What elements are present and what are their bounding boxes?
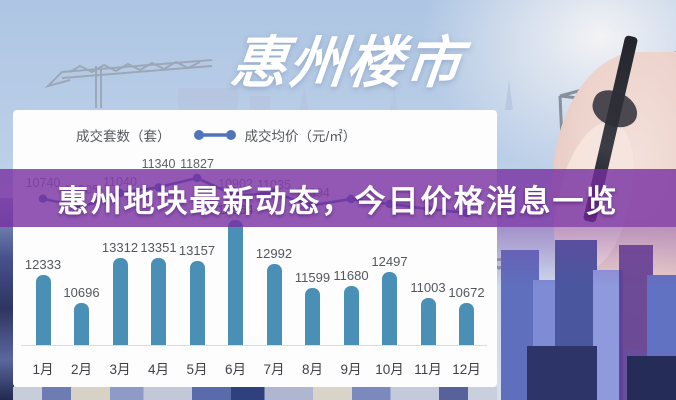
page-title: 惠州楼市 bbox=[228, 31, 467, 94]
bar-value-8月: 11599 bbox=[294, 269, 331, 285]
cityscape-bottom bbox=[13, 387, 497, 400]
line-series-label: 成交均价（元/㎡） bbox=[244, 129, 357, 144]
x-tick-3月: 3月 bbox=[109, 362, 131, 377]
bar-8月 bbox=[305, 287, 320, 345]
x-tick-9月: 9月 bbox=[340, 362, 362, 377]
x-tick-2月: 2月 bbox=[70, 362, 92, 377]
bar-value-10月: 12497 bbox=[371, 254, 408, 270]
chart-panel: 成交套数（套） 成交均价（元/㎡） 123331月10740106962月103… bbox=[13, 110, 497, 387]
x-tick-7月: 7月 bbox=[263, 362, 285, 377]
bar-value-2月: 10696 bbox=[63, 284, 100, 300]
bar-4月 bbox=[151, 257, 166, 345]
x-tick-8月: 8月 bbox=[301, 362, 323, 377]
price-label-5月: 11827 bbox=[180, 157, 214, 171]
headline-text: 惠州地块最新动态，今日价格消息一览 bbox=[57, 183, 619, 219]
bar-3月 bbox=[112, 258, 128, 345]
bar-series-label: 成交套数（套） bbox=[76, 129, 171, 144]
bar-10月 bbox=[382, 272, 397, 345]
bar-value-5月: 13157 bbox=[178, 242, 216, 258]
headline-banner: 惠州地块最新动态，今日价格消息一览 bbox=[0, 169, 676, 227]
line-series-icon bbox=[193, 130, 236, 140]
x-tick-11月: 11月 bbox=[414, 362, 442, 377]
x-tick-4月: 4月 bbox=[147, 362, 169, 377]
price-label-4月: 11340 bbox=[141, 157, 176, 172]
x-tick-1月: 1月 bbox=[32, 362, 54, 377]
x-axis-line bbox=[21, 345, 487, 346]
cityscape-left bbox=[0, 198, 14, 400]
bar-value-4月: 13351 bbox=[140, 239, 177, 255]
bar-11月 bbox=[420, 297, 436, 345]
bar-12月 bbox=[459, 303, 474, 345]
bar-5月 bbox=[189, 260, 205, 345]
price-line-series bbox=[38, 173, 471, 218]
chart-legend: 成交套数（套） 成交均价（元/㎡） bbox=[35, 126, 356, 144]
bar-2月 bbox=[74, 302, 89, 345]
bar-7月 bbox=[266, 263, 282, 345]
x-tick-6月: 6月 bbox=[224, 362, 246, 377]
bar-value-9月: 11680 bbox=[333, 268, 369, 284]
bar-value-7月: 12992 bbox=[255, 245, 293, 261]
purple-haze bbox=[497, 227, 676, 287]
x-tick-10月: 10月 bbox=[375, 362, 404, 377]
bar-9月 bbox=[343, 286, 359, 345]
bar-1月 bbox=[35, 275, 51, 345]
cityscape-right bbox=[497, 236, 676, 400]
x-tick-5月: 5月 bbox=[186, 362, 208, 377]
x-tick-12月: 12月 bbox=[452, 362, 481, 377]
bar-value-11月: 11003 bbox=[410, 279, 446, 295]
bar-value-12月: 10672 bbox=[448, 285, 485, 301]
bar-6月 bbox=[228, 219, 243, 345]
bar-value-1月: 12333 bbox=[24, 257, 62, 272]
plot-area: 123331月10740106962月10305133123月110401335… bbox=[13, 110, 497, 387]
bar-value-3月: 13312 bbox=[101, 240, 139, 256]
